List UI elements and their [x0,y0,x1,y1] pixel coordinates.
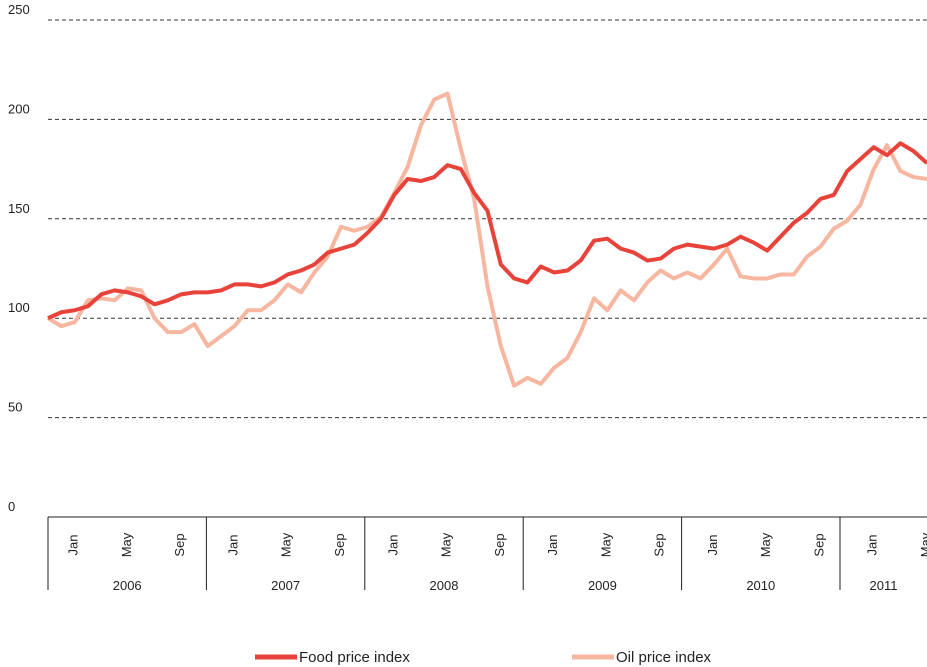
x-tick-label: May [758,532,773,557]
y-tick-label: 0 [8,499,15,514]
year-label: 2007 [271,578,300,593]
year-label: 2010 [746,578,775,593]
x-tick-label: Jan [705,535,720,556]
year-label: 2006 [113,578,142,593]
year-label: 2011 [870,578,898,593]
x-tick-label: Sep [811,533,826,556]
x-tick-label: Jan [225,535,240,556]
x-tick-label: Sep [652,533,667,556]
series-line [47,141,927,321]
y-tick-label: 200 [8,101,30,116]
x-tick-label: Jan [66,535,81,556]
year-label: 2009 [588,578,617,593]
x-tick-label: Jan [385,535,400,556]
x-tick-label: Sep [492,533,507,556]
year-label: 2008 [430,578,459,593]
x-tick-label: Sep [172,533,187,556]
y-tick-label: 150 [8,201,30,216]
x-tick-label: May [439,532,454,557]
x-tick-label: Jan [865,535,880,556]
x-tick-label: May [918,532,927,557]
series-line [46,91,927,388]
y-tick-label: 250 [8,2,30,17]
x-tick-label: May [598,532,613,557]
y-tick-label: 50 [8,400,22,415]
y-tick-label: 100 [8,300,30,315]
x-tick-label: Sep [332,533,347,556]
legend-label: Food price index [299,649,410,666]
legend-label: Oil price index [616,649,712,666]
x-tick-label: May [119,532,134,557]
x-tick-label: May [279,532,294,557]
x-tick-label: Jan [545,535,560,556]
